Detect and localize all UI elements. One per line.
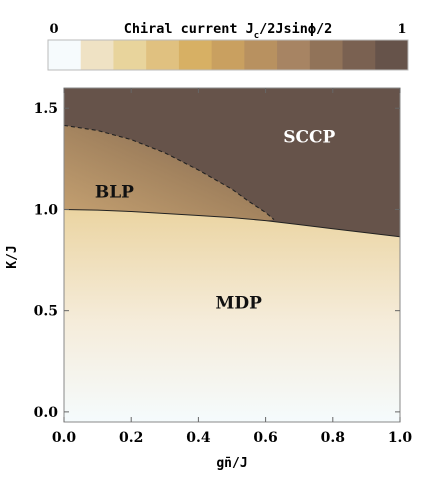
x-tick-label: 0.0 (52, 430, 77, 446)
y-tick-label: 1.0 (34, 202, 59, 218)
colorbar-swatch (277, 40, 311, 70)
colorbar-title: Chiral current Jc/2Jsinϕ/2 (124, 21, 333, 41)
colorbar-swatch (342, 40, 376, 70)
colorbar-swatch (113, 40, 147, 70)
colorbar-swatches (47, 39, 409, 71)
colorbar-frame (47, 39, 409, 71)
x-axis-label: gn̄/J (216, 456, 247, 471)
x-ticks: 0.0 0.2 0.4 0.6 0.8 1.0 (52, 88, 413, 446)
colorbar: 0 Chiral current Jc/2Jsinϕ/2 1 (47, 21, 409, 71)
x-tick-label: 0.6 (253, 430, 277, 446)
plot-frame (63, 87, 401, 423)
colorbar-swatch (211, 40, 245, 70)
phase-boundary-dashed (64, 124, 275, 221)
blp-region (64, 125, 274, 221)
colorbar-swatch (146, 40, 180, 70)
colorbar-swatch (375, 40, 409, 70)
y-axis-label: K/J (5, 245, 20, 268)
x-tick-label: 0.4 (186, 430, 211, 446)
region-label-mdp: MDP (216, 294, 263, 314)
colorbar-max-label: 1 (397, 22, 406, 37)
region-label-blp: BLP (95, 182, 134, 202)
y-ticks: 0.0 0.5 1.0 1.5 (34, 101, 400, 421)
x-tick-label: 0.8 (321, 430, 345, 446)
colorbar-swatch (80, 40, 114, 70)
phase-boundary-solid (64, 209, 400, 238)
y-tick-label: 1.5 (34, 101, 58, 117)
colorbar-swatch (309, 40, 344, 70)
y-tick-label: 0.5 (34, 304, 58, 320)
region-labels: SCCP BLP MDP (95, 128, 336, 314)
colorbar-swatch (48, 40, 82, 70)
x-tick-label: 1.0 (388, 430, 413, 446)
colorbar-swatch (178, 40, 213, 70)
colorbar-swatch (244, 40, 278, 70)
plot-area: 0.0 0.2 0.4 0.6 0.8 1.0 0.0 0.5 1.0 1.5 SCCP BLP M… (34, 87, 413, 446)
region-label-sccp: SCCP (283, 128, 335, 148)
y-tick-label: 0.0 (34, 405, 59, 421)
x-tick-label: 0.2 (119, 430, 143, 446)
colorbar-min-label: 0 (49, 22, 58, 37)
